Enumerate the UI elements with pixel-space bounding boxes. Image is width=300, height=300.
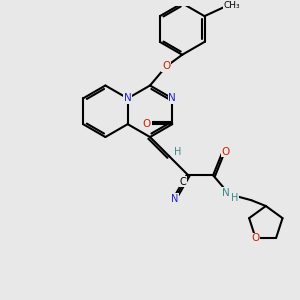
Text: N: N: [168, 93, 176, 103]
Text: CH₃: CH₃: [224, 2, 240, 10]
Text: O: O: [162, 61, 170, 71]
Text: O: O: [143, 119, 151, 129]
Text: N: N: [222, 188, 230, 198]
Text: H: H: [174, 147, 181, 157]
Text: N: N: [124, 93, 132, 103]
Text: O: O: [221, 147, 230, 157]
Text: N: N: [171, 194, 179, 203]
Text: H: H: [231, 193, 238, 203]
Text: C: C: [180, 177, 186, 187]
Text: O: O: [251, 233, 260, 243]
